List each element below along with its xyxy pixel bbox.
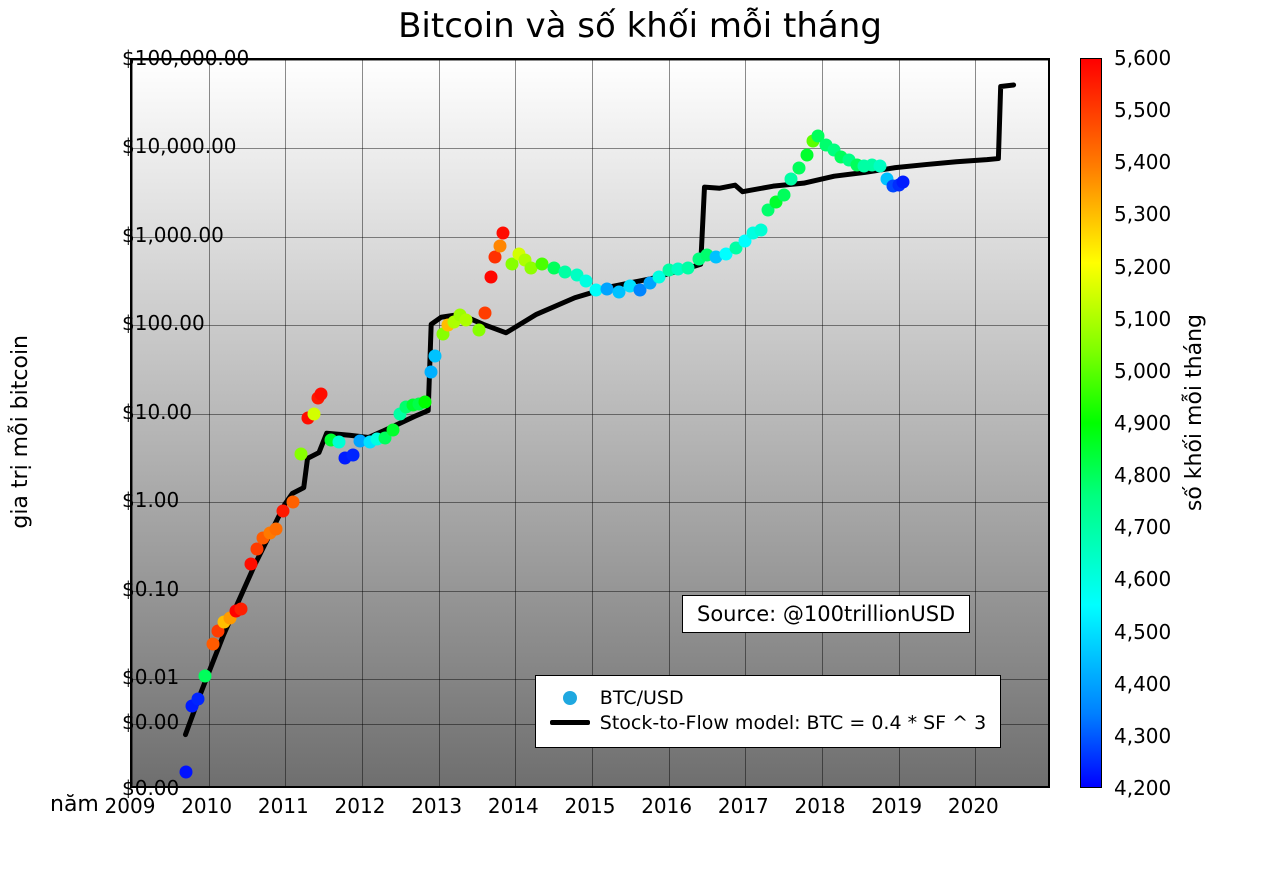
data-point (460, 314, 473, 327)
colorbar-tick-label: 5,000 (1114, 359, 1171, 383)
data-point (478, 306, 491, 319)
x-tick-label: 2016 (641, 794, 692, 818)
colorbar-tick-label: 4,700 (1114, 515, 1171, 539)
data-point (250, 542, 263, 555)
data-point (472, 323, 485, 336)
chart-root: Bitcoin và số khối mỗi tháng năm gia trị… (0, 0, 1280, 874)
data-point (777, 188, 790, 201)
data-point (681, 261, 694, 274)
gridline-horizontal (132, 325, 1048, 326)
y-tick-label: $1.00 (122, 488, 130, 512)
legend-marker-dot-icon (563, 691, 577, 705)
data-point (418, 396, 431, 409)
x-tick-label: 2017 (718, 794, 769, 818)
x-tick-label: 2014 (488, 794, 539, 818)
gridline-horizontal (132, 591, 1048, 592)
data-point (244, 558, 257, 571)
colorbar-tick-label: 4,500 (1114, 620, 1171, 644)
data-point (287, 496, 300, 509)
gridline-horizontal (132, 414, 1048, 415)
colorbar-tick-label: 5,100 (1114, 307, 1171, 331)
data-point (191, 693, 204, 706)
gridline-horizontal (132, 60, 1048, 61)
legend-item: Stock-to-Flow model: BTC = 0.4 * SF ^ 3 (550, 712, 986, 734)
legend-label: BTC/USD (600, 687, 684, 709)
y-tick-label: $100.00 (122, 311, 130, 335)
x-tick-label: 2015 (565, 794, 616, 818)
y-tick-label: $10.00 (122, 400, 130, 424)
data-point (873, 160, 886, 173)
colorbar (1080, 58, 1102, 788)
data-point (489, 250, 502, 263)
colorbar-tick-label: 4,900 (1114, 411, 1171, 435)
data-point (198, 669, 211, 682)
data-point (179, 765, 192, 778)
colorbar-tick-label: 4,400 (1114, 672, 1171, 696)
x-tick-label: 2012 (335, 794, 386, 818)
data-point (754, 223, 767, 236)
data-point (308, 407, 321, 420)
source-annotation: Source: @100trillionUSD (682, 595, 970, 633)
gridline-horizontal (132, 237, 1048, 238)
legend-marker-line-icon (550, 720, 590, 725)
colorbar-tick-label: 4,600 (1114, 567, 1171, 591)
y-tick-label: $0.10 (122, 577, 130, 601)
colorbar-tick-label: 5,600 (1114, 46, 1171, 70)
data-point (484, 271, 497, 284)
gridline-vertical (439, 60, 440, 786)
gridline-horizontal (132, 148, 1048, 149)
y-axis-label: gia trị mỗi bitcoin (8, 335, 33, 529)
colorbar-tick-label: 5,300 (1114, 202, 1171, 226)
gridline-vertical (362, 60, 363, 786)
data-point (897, 175, 910, 188)
colorbar-tick-label: 5,500 (1114, 98, 1171, 122)
data-point (270, 523, 283, 536)
data-point (497, 227, 510, 240)
x-tick-label: 2010 (181, 794, 232, 818)
legend-label: Stock-to-Flow model: BTC = 0.4 * SF ^ 3 (600, 712, 986, 734)
x-tick-label: 2011 (258, 794, 309, 818)
data-point (234, 603, 247, 616)
legend: BTC/USD Stock-to-Flow model: BTC = 0.4 * … (535, 675, 1001, 748)
y-tick-label: $10,000.00 (122, 134, 130, 158)
data-point (206, 638, 219, 651)
data-point (346, 449, 359, 462)
colorbar-tick-label: 4,300 (1114, 724, 1171, 748)
gridline-vertical (515, 60, 516, 786)
data-point (800, 148, 813, 161)
data-point (314, 387, 327, 400)
data-point (428, 350, 441, 363)
chart-title: Bitcoin và số khối mỗi tháng (0, 6, 1280, 46)
x-tick-label: 2013 (411, 794, 462, 818)
data-point (386, 424, 399, 437)
y-tick-label: $100,000.00 (122, 46, 130, 70)
gridline-vertical (285, 60, 286, 786)
colorbar-tick-label: 4,800 (1114, 463, 1171, 487)
y-tick-label: $1,000.00 (122, 223, 130, 247)
data-point (425, 365, 438, 378)
y-tick-label: $0.00 (122, 776, 130, 800)
legend-item: BTC/USD (550, 687, 986, 709)
data-point (294, 448, 307, 461)
colorbar-label: số khối mỗi tháng (1182, 314, 1207, 511)
x-tick-label: 2019 (871, 794, 922, 818)
colorbar-tick-label: 5,200 (1114, 255, 1171, 279)
colorbar-tick-label: 4,200 (1114, 776, 1171, 800)
data-point (785, 173, 798, 186)
data-point (793, 162, 806, 175)
y-tick-label: $0.01 (122, 665, 130, 689)
gridline-horizontal (132, 502, 1048, 503)
x-tick-label: 2018 (795, 794, 846, 818)
y-tick-label: $0.00 (122, 710, 130, 734)
x-axis-label: năm (50, 792, 99, 817)
colorbar-tick-label: 5,400 (1114, 150, 1171, 174)
x-tick-label: 2020 (948, 794, 999, 818)
data-point (333, 436, 346, 449)
data-point (494, 239, 507, 252)
